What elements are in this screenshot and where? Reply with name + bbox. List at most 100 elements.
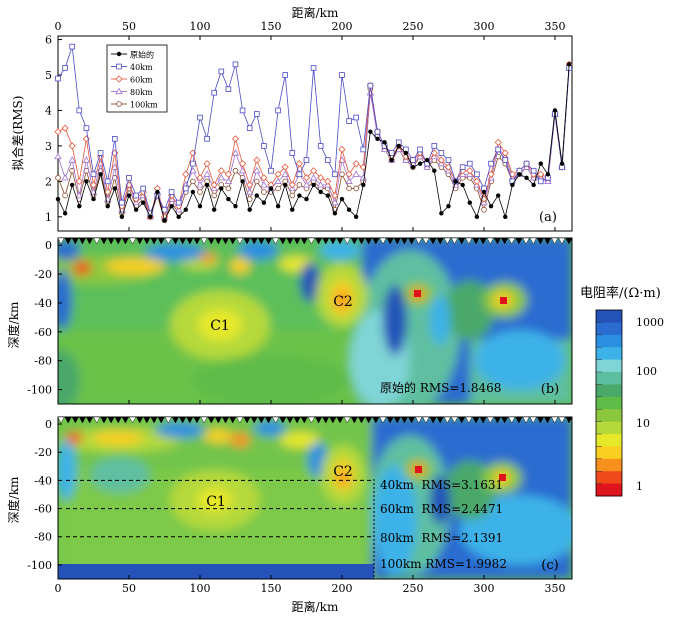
legend-label: 100km [130, 101, 158, 110]
data-point [155, 189, 160, 195]
data-point [91, 196, 96, 202]
data-point [238, 166, 247, 174]
station-marker [78, 237, 86, 245]
data-point [439, 211, 444, 216]
colorbar-title: 电阻率/(Ω·m) [580, 285, 661, 301]
data-point [531, 182, 536, 188]
station-marker [443, 237, 451, 245]
data-point [54, 128, 62, 136]
data-point [226, 196, 231, 202]
data-point [62, 192, 68, 199]
station-marker [200, 416, 208, 424]
legend-label: 60km [130, 76, 153, 85]
data-point [545, 172, 551, 177]
station-marker [501, 237, 509, 245]
data-point [239, 160, 247, 168]
station-marker [107, 416, 115, 424]
data-point [352, 160, 360, 168]
panel-a-xlabel: 距离/km [292, 5, 339, 20]
station-marker [279, 416, 287, 424]
station-marker [436, 416, 444, 424]
data-point [61, 124, 69, 132]
panel-a-series [54, 43, 573, 224]
data-point [466, 160, 473, 167]
panel-c-xtick-label: 50 [122, 582, 136, 595]
data-point [368, 129, 373, 134]
panel-a: 0 50 100 150 200 250 300 350 1 2 3 4 5 6 距离/km 拟合差(RM… [10, 5, 573, 232]
station-marker [129, 237, 137, 245]
data-point [90, 171, 97, 178]
station-marker [372, 416, 380, 424]
data-point [183, 207, 188, 212]
data-point [332, 171, 338, 178]
data-point [246, 181, 254, 189]
panel-c-rms-60: 60km RMS=2.4471 [380, 502, 503, 516]
data-point [324, 157, 331, 163]
station-marker [114, 237, 122, 245]
station-marker [465, 237, 473, 245]
station-marker [458, 416, 466, 424]
data-point [530, 167, 537, 174]
data-point [311, 182, 316, 188]
legend-marker [115, 87, 123, 95]
data-point [105, 203, 110, 209]
data-point [210, 181, 218, 189]
panel-a-ytick-label: 6 [45, 34, 52, 47]
data-point [169, 203, 174, 209]
data-point [289, 150, 296, 156]
panel-c-stations [57, 416, 573, 424]
colorbar-cell [596, 347, 622, 360]
data-point [190, 160, 196, 167]
station-marker [479, 416, 487, 424]
station-marker [551, 416, 559, 424]
data-point [346, 118, 352, 124]
data-point [196, 181, 204, 188]
data-point [331, 191, 339, 200]
legend-item: 100km [111, 101, 158, 110]
colorbar-cell [596, 409, 622, 422]
station-marker [315, 416, 323, 424]
data-point [254, 193, 259, 198]
data-point [339, 171, 345, 178]
panel-c-xtick-label: 0 [55, 582, 62, 595]
panel-a-xtick-label: 100 [189, 20, 210, 33]
data-point [352, 170, 360, 177]
data-point [437, 156, 445, 164]
station-marker [136, 416, 144, 424]
data-point [253, 156, 261, 164]
station-marker [501, 416, 509, 424]
panel-c-annotation-c2: C2 [333, 464, 353, 480]
panel-b-ytick-label: -100 [27, 384, 52, 397]
data-point [253, 111, 260, 117]
station-marker [78, 416, 86, 424]
data-point [402, 152, 410, 161]
data-point [211, 89, 217, 96]
panel-a-xtick-label: 300 [473, 20, 494, 33]
data-point [232, 61, 239, 68]
data-point [231, 149, 240, 156]
panel-c: 0 50 100 150 200 250 300 350 0 -20 -40 -60 -80 -100 C… [6, 416, 573, 614]
data-point [104, 188, 112, 196]
data-point [289, 192, 296, 199]
station-marker [486, 416, 494, 424]
panel-a-ytick-label: 3 [45, 140, 52, 153]
station-marker [508, 237, 516, 245]
data-point [346, 185, 352, 192]
station-marker [400, 416, 408, 424]
station-marker [293, 237, 301, 245]
station-marker [422, 416, 430, 424]
station-marker [307, 237, 315, 245]
series-原始的 [55, 62, 572, 223]
data-point [119, 214, 125, 220]
panel-b-ytick-label: -40 [34, 297, 52, 310]
station-marker [186, 416, 194, 424]
colorbar-cell [596, 372, 622, 385]
panel-c-rms-40: 40km RMS=3.1631 [380, 478, 503, 492]
station-marker [307, 416, 315, 424]
data-point [374, 128, 381, 135]
data-point [487, 170, 495, 178]
data-point [89, 181, 98, 189]
station-marker [64, 416, 72, 424]
panel-c-ytick-label: -100 [27, 559, 52, 572]
station-marker [515, 237, 523, 245]
